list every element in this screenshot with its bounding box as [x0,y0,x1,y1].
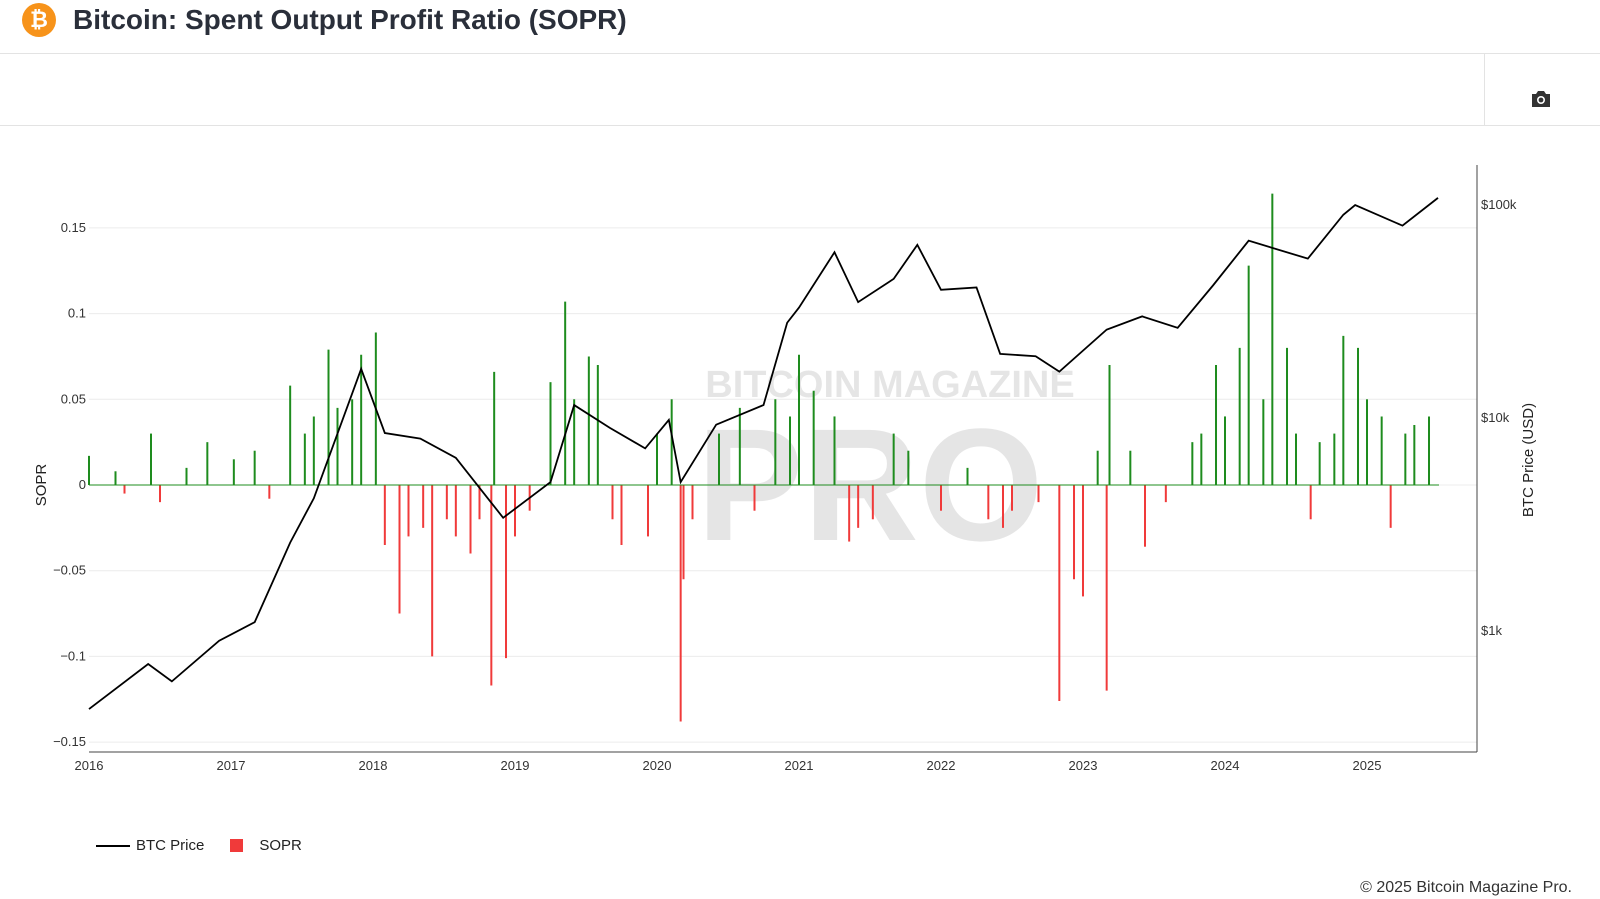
x-tick-label: 2023 [1069,758,1098,773]
x-tick-label: 2021 [785,758,814,773]
legend-sopr-label[interactable]: SOPR [259,837,302,854]
legend-price-swatch[interactable] [96,844,130,847]
btc-price-line [88,197,1439,710]
x-tick-label: 2018 [359,758,388,773]
y-tick-label: 0.15 [61,220,86,235]
x-tick-label: 2024 [1211,758,1240,773]
legend-sopr-swatch[interactable] [230,839,244,852]
y-tick-label: 0.1 [68,306,86,321]
x-tick-label: 2017 [217,758,246,773]
copyright: © 2025 Bitcoin Magazine Pro. [1360,879,1572,896]
sopr-chart: 0.15 0.1 0.05 0 −0.05 −0.1 −0.15 $100k $10k $1k 20… [33,165,1537,773]
x-tick-label: 2022 [927,758,956,773]
header: ₿ Bitcoin: Spent Output Profit Ratio (SO… [0,0,1600,54]
page-title: Bitcoin: Spent Output Profit Ratio (SOPR… [73,3,627,35]
x-tick-label: 2025 [1353,758,1382,773]
y2-tick-label: $1k [1481,623,1502,638]
y2-tick-label: $10k [1481,410,1510,425]
y2-tick-label: $100k [1481,197,1517,212]
bitcoin-icon: ₿ [22,2,56,37]
toolbar-divider [1484,54,1485,125]
y-tick-label: 0 [79,477,86,492]
camera-icon[interactable] [1530,90,1552,108]
y-tick-label: −0.15 [53,734,86,749]
y-tick-label: −0.1 [60,648,86,663]
legend: BTC Price SOPR [96,837,302,854]
watermark-text: BITCOIN MAGAZINE [705,364,1074,406]
y-tick-label: −0.05 [53,563,86,578]
x-tick-label: 2020 [643,758,672,773]
x-tick-label: 2016 [75,758,104,773]
toolbar [0,54,1600,126]
y2-axis-title: BTC Price (USD) [1520,403,1537,517]
y-tick-label: 0.05 [61,391,86,406]
x-tick-label: 2019 [501,758,530,773]
y-axis-title: SOPR [33,464,50,507]
legend-price-label[interactable]: BTC Price [136,837,205,854]
